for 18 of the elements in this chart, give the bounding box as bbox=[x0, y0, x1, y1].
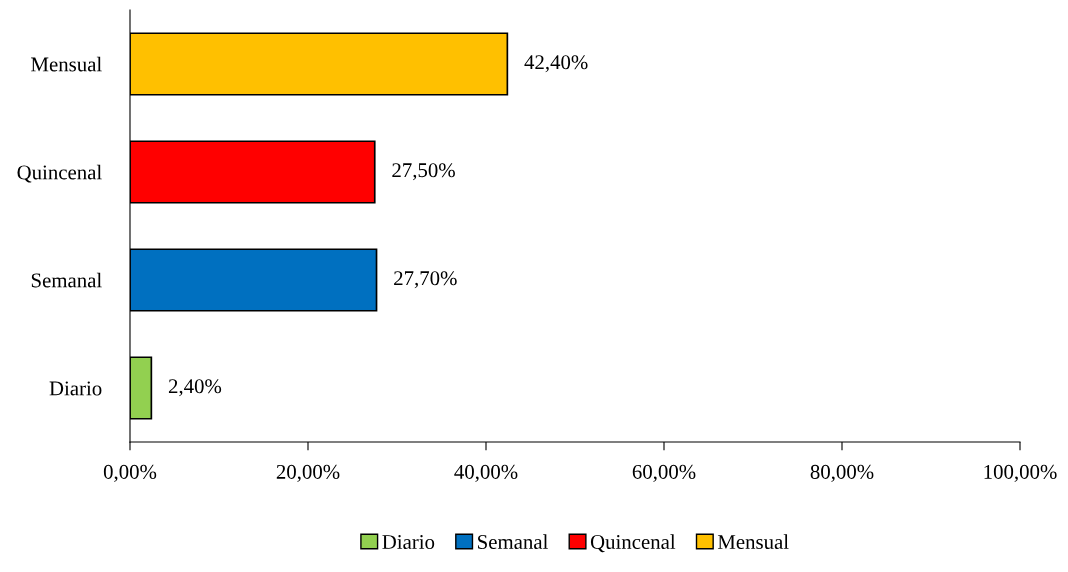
x-tick-label: 0,00% bbox=[103, 464, 157, 482]
data-label: 27,70% bbox=[394, 271, 457, 289]
x-tick-label: 100,00% bbox=[984, 464, 1057, 482]
y-tick-label: Mensual bbox=[31, 56, 102, 72]
x-tick-label: 40,00% bbox=[454, 464, 518, 482]
legend-label: Diario bbox=[382, 535, 435, 550]
data-label: 27,50% bbox=[392, 163, 455, 181]
y-tick-label: Quincenal bbox=[17, 164, 102, 183]
legend-label: Mensual bbox=[717, 534, 789, 550]
x-tick-label: 60,00% bbox=[632, 464, 696, 482]
data-label: 2,40% bbox=[168, 379, 222, 397]
x-tick-label: 20,00% bbox=[276, 464, 340, 482]
x-tick-label: 80,00% bbox=[810, 464, 874, 482]
y-tick-label: Diario bbox=[49, 381, 102, 396]
legend-label: Quincenal bbox=[590, 534, 676, 553]
data-label: 42,40% bbox=[524, 55, 588, 73]
legend-label: Semanal bbox=[478, 534, 548, 550]
y-tick-label: Semanal bbox=[31, 272, 102, 288]
